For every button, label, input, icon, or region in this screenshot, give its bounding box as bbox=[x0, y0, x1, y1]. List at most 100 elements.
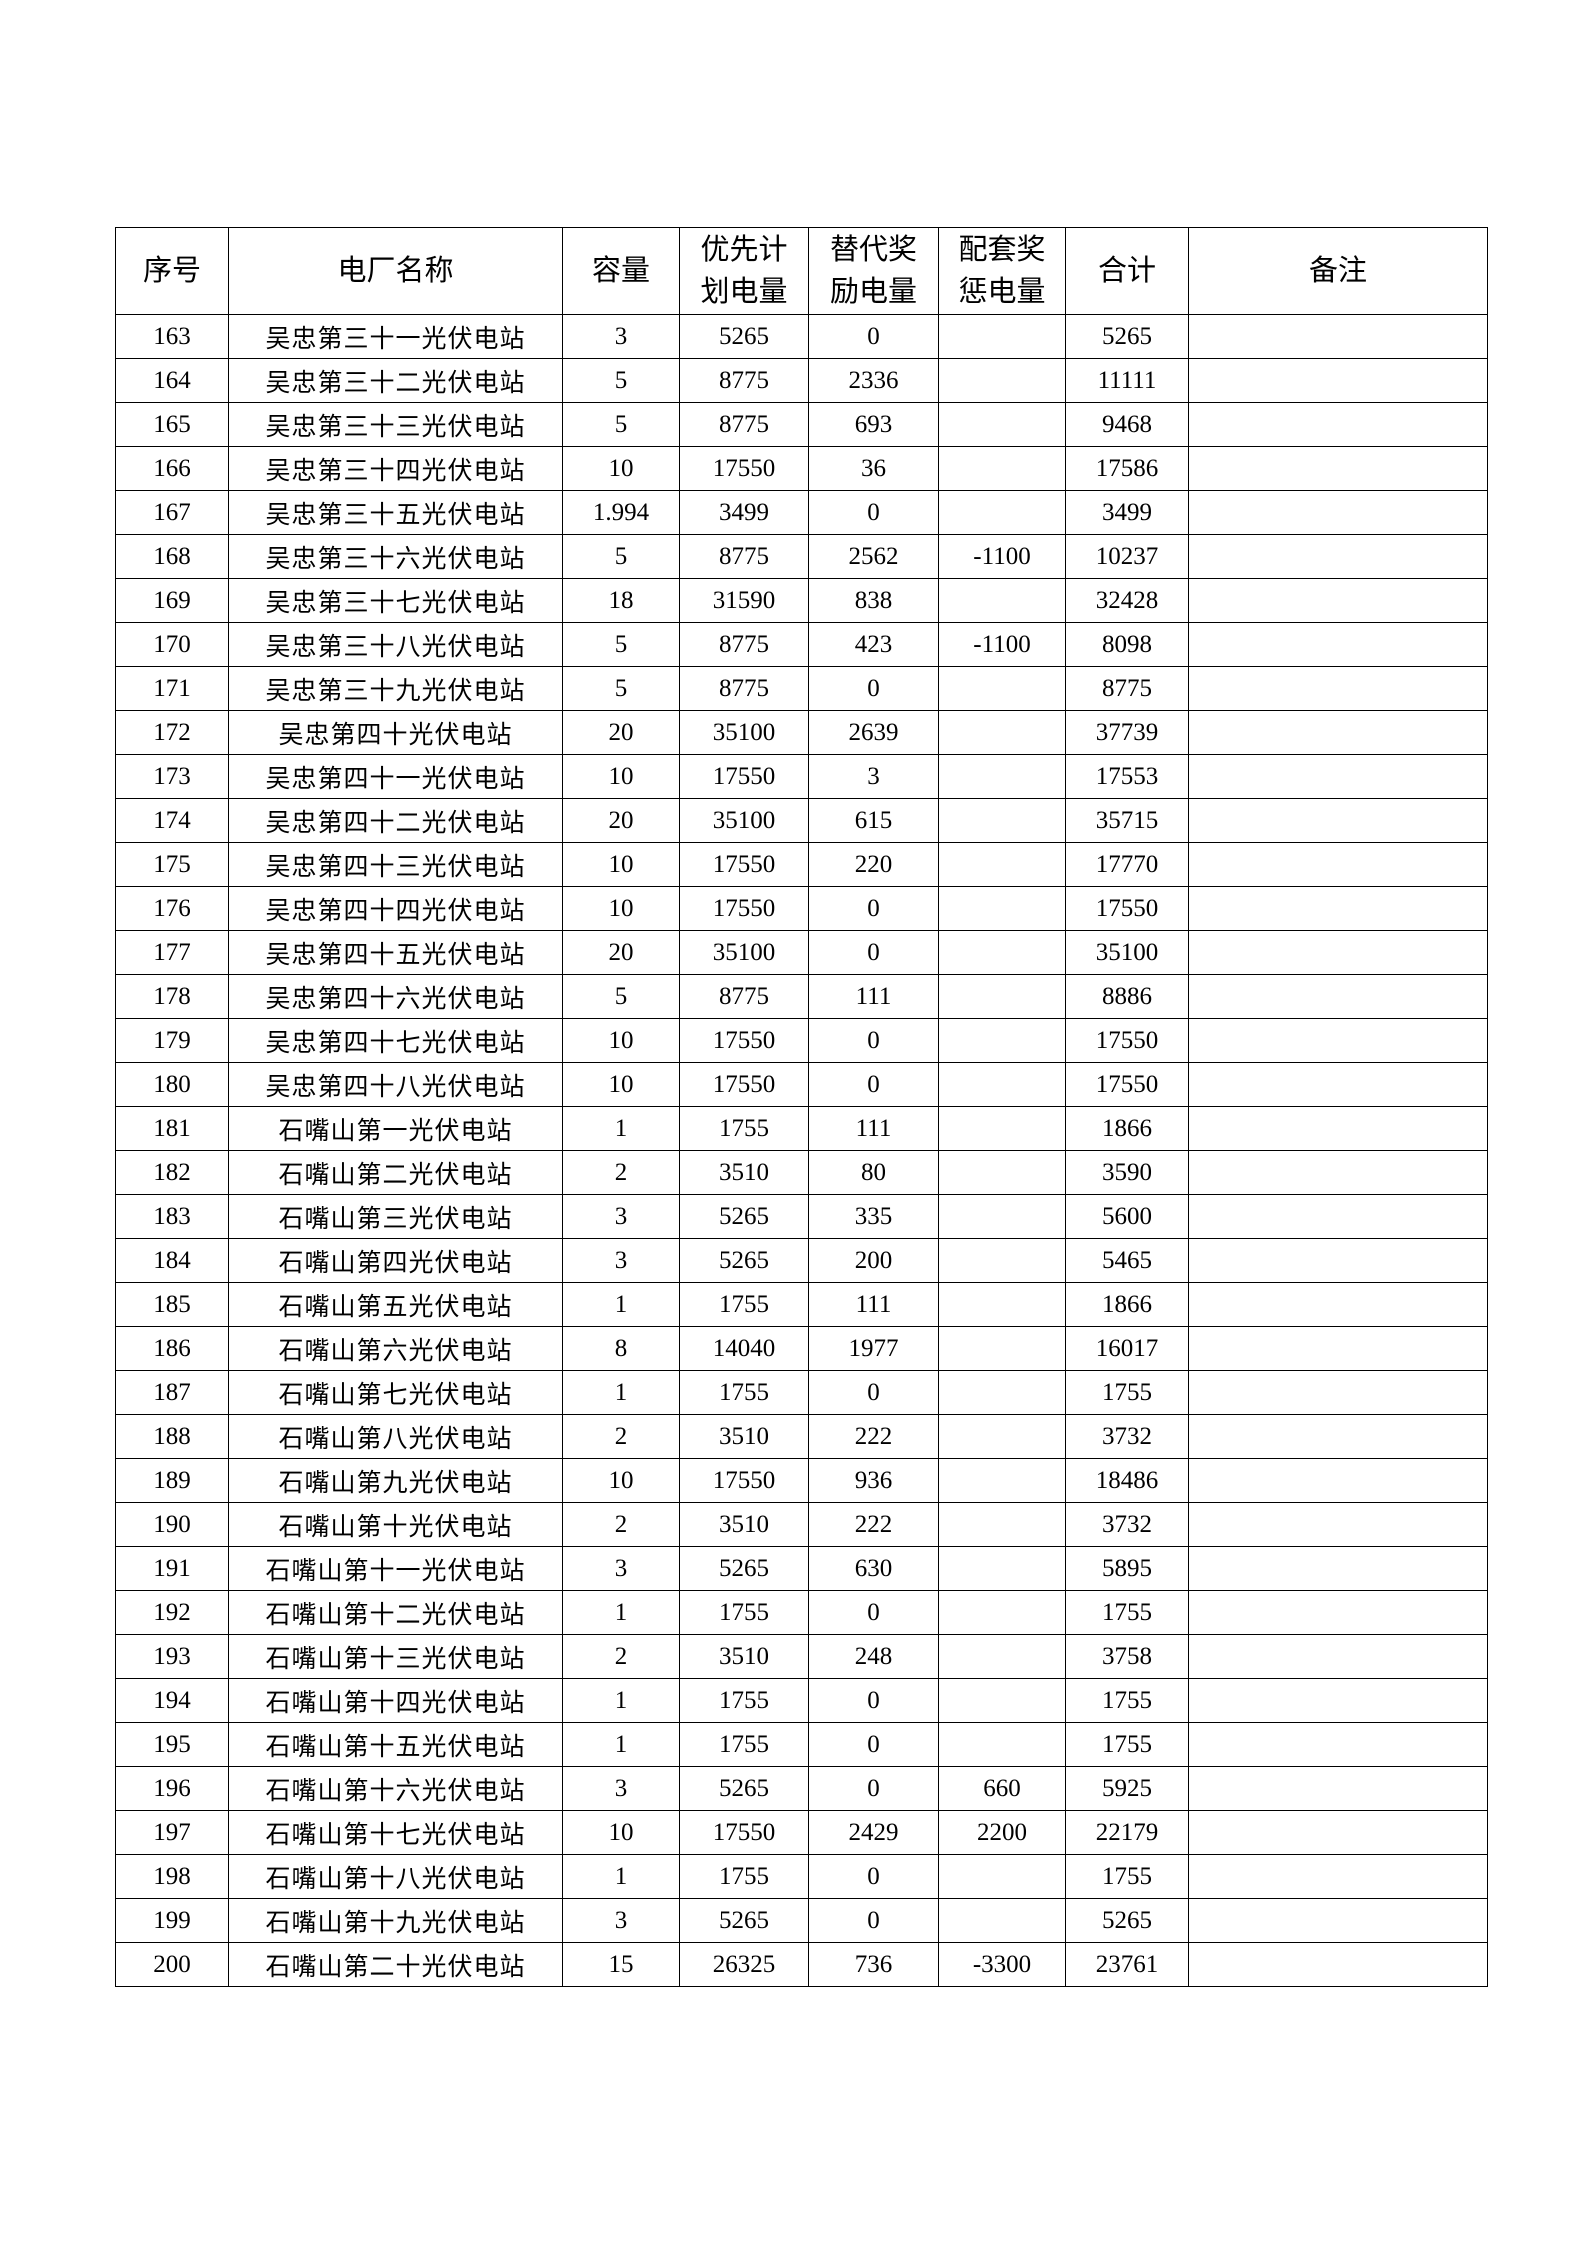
priority-plan-cell: 31590 bbox=[679, 578, 809, 623]
substitution-reward-cell: 36 bbox=[808, 446, 939, 491]
substitution-reward-cell: 0 bbox=[808, 1722, 939, 1767]
table-row: 166 吴忠第三十四光伏电站 10 17550 36 17586 bbox=[115, 446, 1488, 491]
total-cell: 3732 bbox=[1065, 1502, 1189, 1547]
plant-name-cell: 石嘴山第三光伏电站 bbox=[228, 1194, 563, 1239]
supporting-reward-penalty-cell bbox=[938, 358, 1066, 403]
supporting-reward-penalty-cell bbox=[938, 1590, 1066, 1635]
header-text: 惩电量 bbox=[958, 276, 1046, 308]
supporting-reward-penalty-cell: -1100 bbox=[938, 534, 1066, 579]
total-cell: 11111 bbox=[1065, 358, 1189, 403]
header-text: 序号 bbox=[142, 255, 201, 287]
index-cell: 173 bbox=[115, 754, 229, 799]
plant-name-cell: 石嘴山第五光伏电站 bbox=[228, 1282, 563, 1327]
total-cell: 8098 bbox=[1065, 622, 1189, 667]
plant-name-cell: 石嘴山第四光伏电站 bbox=[228, 1238, 563, 1283]
substitution-reward-cell: 2336 bbox=[808, 358, 939, 403]
plant-name-cell: 石嘴山第十四光伏电站 bbox=[228, 1678, 563, 1723]
total-cell: 3590 bbox=[1065, 1150, 1189, 1195]
priority-plan-cell: 14040 bbox=[679, 1326, 809, 1371]
table-row: 176 吴忠第四十四光伏电站 10 17550 0 17550 bbox=[115, 886, 1488, 931]
remarks-cell bbox=[1188, 1194, 1488, 1239]
plant-name-cell: 吴忠第四十六光伏电站 bbox=[228, 974, 563, 1019]
priority-plan-cell: 35100 bbox=[679, 710, 809, 755]
index-cell: 195 bbox=[115, 1722, 229, 1767]
substitution-reward-cell: 111 bbox=[808, 974, 939, 1019]
total-cell: 3758 bbox=[1065, 1634, 1189, 1679]
power-plant-table: 序号 电厂名称 容量 优先计 划电量 替代奖 励电量 配套奖 惩电量 合计 备注 163 吴忠第三十一… bbox=[115, 227, 1488, 1987]
header-text: 划电量 bbox=[700, 276, 788, 308]
plant-name-cell: 吴忠第三十五光伏电站 bbox=[228, 490, 563, 535]
header-text: 配套奖 bbox=[958, 234, 1046, 266]
priority-plan-cell: 1755 bbox=[679, 1590, 809, 1635]
capacity-cell: 3 bbox=[562, 1238, 680, 1283]
priority-plan-cell: 5265 bbox=[679, 1766, 809, 1811]
capacity-cell: 2 bbox=[562, 1634, 680, 1679]
substitution-reward-cell: 0 bbox=[808, 490, 939, 535]
priority-plan-cell: 8775 bbox=[679, 534, 809, 579]
supporting-reward-penalty-cell bbox=[938, 402, 1066, 447]
supporting-reward-penalty-cell bbox=[938, 1854, 1066, 1899]
supporting-reward-penalty-cell bbox=[938, 842, 1066, 887]
table-row: 180 吴忠第四十八光伏电站 10 17550 0 17550 bbox=[115, 1062, 1488, 1107]
priority-plan-cell: 17550 bbox=[679, 446, 809, 491]
total-cell: 8886 bbox=[1065, 974, 1189, 1019]
remarks-cell bbox=[1188, 1370, 1488, 1415]
total-cell: 17550 bbox=[1065, 886, 1189, 931]
header-total: 合计 bbox=[1065, 227, 1189, 315]
remarks-cell bbox=[1188, 1326, 1488, 1371]
table-row: 177 吴忠第四十五光伏电站 20 35100 0 35100 bbox=[115, 930, 1488, 975]
substitution-reward-cell: 111 bbox=[808, 1282, 939, 1327]
capacity-cell: 1 bbox=[562, 1590, 680, 1635]
priority-plan-cell: 5265 bbox=[679, 314, 809, 359]
supporting-reward-penalty-cell bbox=[938, 490, 1066, 535]
substitution-reward-cell: 1977 bbox=[808, 1326, 939, 1371]
priority-plan-cell: 17550 bbox=[679, 1018, 809, 1063]
supporting-reward-penalty-cell bbox=[938, 578, 1066, 623]
substitution-reward-cell: 3 bbox=[808, 754, 939, 799]
substitution-reward-cell: 222 bbox=[808, 1502, 939, 1547]
header-text: 励电量 bbox=[829, 276, 917, 308]
index-cell: 199 bbox=[115, 1898, 229, 1943]
plant-name-cell: 吴忠第四十八光伏电站 bbox=[228, 1062, 563, 1107]
index-cell: 185 bbox=[115, 1282, 229, 1327]
remarks-cell bbox=[1188, 666, 1488, 711]
plant-name-cell: 吴忠第四十五光伏电站 bbox=[228, 930, 563, 975]
remarks-cell bbox=[1188, 1062, 1488, 1107]
capacity-cell: 15 bbox=[562, 1942, 680, 1987]
substitution-reward-cell: 335 bbox=[808, 1194, 939, 1239]
priority-plan-cell: 5265 bbox=[679, 1238, 809, 1283]
supporting-reward-penalty-cell bbox=[938, 798, 1066, 843]
index-cell: 191 bbox=[115, 1546, 229, 1591]
capacity-cell: 5 bbox=[562, 402, 680, 447]
substitution-reward-cell: 2639 bbox=[808, 710, 939, 755]
plant-name-cell: 吴忠第三十二光伏电站 bbox=[228, 358, 563, 403]
capacity-cell: 10 bbox=[562, 1458, 680, 1503]
table-row: 174 吴忠第四十二光伏电站 20 35100 615 35715 bbox=[115, 798, 1488, 843]
capacity-cell: 5 bbox=[562, 534, 680, 579]
total-cell: 18486 bbox=[1065, 1458, 1189, 1503]
index-cell: 164 bbox=[115, 358, 229, 403]
substitution-reward-cell: 0 bbox=[808, 930, 939, 975]
remarks-cell bbox=[1188, 622, 1488, 667]
supporting-reward-penalty-cell bbox=[938, 1282, 1066, 1327]
remarks-cell bbox=[1188, 842, 1488, 887]
substitution-reward-cell: 0 bbox=[808, 1898, 939, 1943]
table-row: 186 石嘴山第六光伏电站 8 14040 1977 16017 bbox=[115, 1326, 1488, 1371]
plant-name-cell: 吴忠第四十二光伏电站 bbox=[228, 798, 563, 843]
plant-name-cell: 石嘴山第十三光伏电站 bbox=[228, 1634, 563, 1679]
total-cell: 1755 bbox=[1065, 1370, 1189, 1415]
index-cell: 196 bbox=[115, 1766, 229, 1811]
total-cell: 10237 bbox=[1065, 534, 1189, 579]
remarks-cell bbox=[1188, 1546, 1488, 1591]
supporting-reward-penalty-cell bbox=[938, 1722, 1066, 1767]
remarks-cell bbox=[1188, 1766, 1488, 1811]
total-cell: 37739 bbox=[1065, 710, 1189, 755]
substitution-reward-cell: 0 bbox=[808, 1766, 939, 1811]
remarks-cell bbox=[1188, 490, 1488, 535]
plant-name-cell: 石嘴山第一光伏电站 bbox=[228, 1106, 563, 1151]
index-cell: 166 bbox=[115, 446, 229, 491]
total-cell: 5600 bbox=[1065, 1194, 1189, 1239]
header-text: 合计 bbox=[1097, 255, 1156, 287]
priority-plan-cell: 17550 bbox=[679, 1458, 809, 1503]
remarks-cell bbox=[1188, 886, 1488, 931]
